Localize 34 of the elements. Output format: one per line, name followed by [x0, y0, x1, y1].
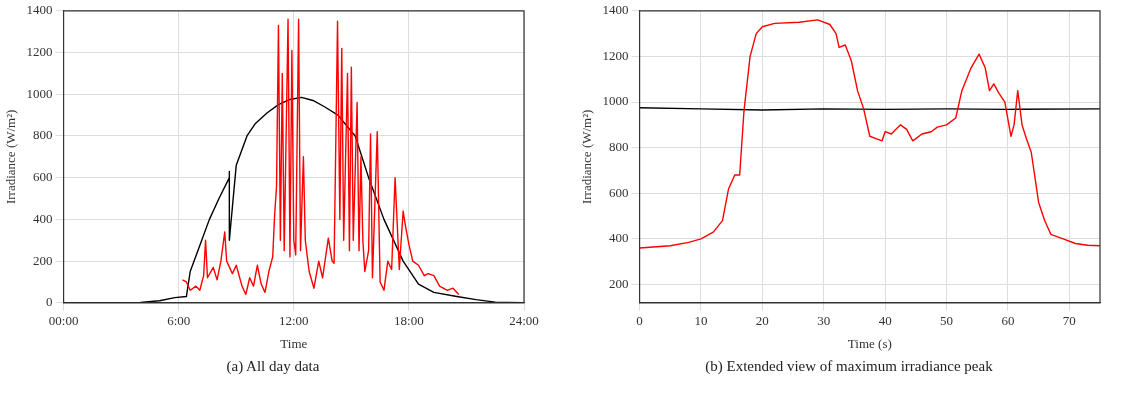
x-tick-label: 10: [694, 313, 708, 329]
x-tick-label: 6:00: [167, 313, 191, 329]
x-tick-label: 18:00: [394, 313, 424, 329]
y-tick-label: 200: [609, 275, 629, 291]
y-tick-label: 600: [33, 169, 53, 185]
text: (a) All day data: [225, 358, 321, 375]
y-tick-label: 1400: [26, 2, 53, 18]
y-tick-label: 200: [33, 252, 53, 268]
x-tick-label: 50: [940, 313, 954, 329]
x-axis-title: Time (s): [847, 335, 892, 351]
x-tick-label: 70: [1062, 313, 1076, 329]
y-tick-label: 400: [33, 210, 53, 226]
y-axis-title: Irradiance (W/m²): [579, 109, 595, 205]
y-tick-label: 1200: [602, 47, 629, 63]
x-axis-title: Time: [280, 335, 308, 351]
y-tick-label: 1000: [26, 85, 53, 101]
y-tick-label: 1400: [602, 2, 629, 18]
x-tick-label: 0: [636, 313, 643, 329]
x-tick-label: 30: [817, 313, 831, 329]
y-axis-title: Irradiance (W/m²): [3, 109, 19, 205]
x-tick-label: 60: [1001, 313, 1015, 329]
y-tick-label: 800: [609, 139, 629, 155]
x-tick-label: 20: [755, 313, 769, 329]
y-tick-label: 1000: [602, 93, 629, 109]
x-tick-label: 24:00: [509, 313, 539, 329]
text: (b) Extended view of maximum irradiance peak: [704, 358, 994, 375]
x-tick-label: 00:00: [48, 313, 79, 329]
x-tick-label: 12:00: [278, 313, 309, 329]
y-tick-label: 800: [33, 127, 53, 143]
y-tick-label: 400: [609, 230, 629, 246]
y-tick-label: 1200: [26, 43, 53, 59]
y-tick-label: 600: [609, 184, 629, 200]
y-tick-label: 0: [46, 294, 53, 310]
x-tick-label: 40: [878, 313, 892, 329]
